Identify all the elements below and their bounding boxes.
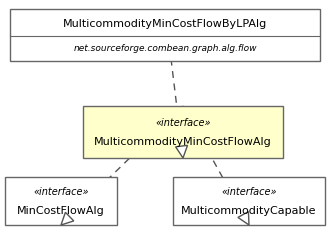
Bar [5,177,117,225]
Bar [10,10,320,62]
Text: MinCostFlowAlg: MinCostFlowAlg [17,205,105,215]
Text: «interface»: «interface» [221,187,277,196]
Text: net.sourceforge.combean.graph.alg.flow: net.sourceforge.combean.graph.alg.flow [73,44,257,53]
Polygon shape [175,146,187,158]
Bar [83,106,283,158]
Text: MulticommodityMinCostFlowByLPAlg: MulticommodityMinCostFlowByLPAlg [63,19,267,29]
Text: MulticommodityCapable: MulticommodityCapable [181,205,317,215]
Bar [173,177,325,225]
Polygon shape [61,212,74,225]
Text: «interface»: «interface» [155,117,211,127]
Text: MulticommodityMinCostFlowAlg: MulticommodityMinCostFlowAlg [94,137,272,147]
Polygon shape [238,212,249,225]
Text: «interface»: «interface» [33,187,89,196]
